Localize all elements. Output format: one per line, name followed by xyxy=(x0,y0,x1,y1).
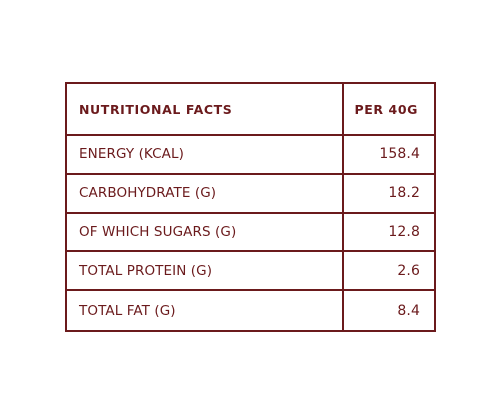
row-label: TOTAL FAT (G) xyxy=(67,291,344,330)
header-serving-size: PER 40G xyxy=(344,84,434,136)
row-label: OF WHICH SUGARS (G) xyxy=(67,213,344,253)
row-value: 18.2 xyxy=(344,175,434,214)
row-label: TOTAL PROTEIN (G) xyxy=(67,252,344,292)
row-label: ENERGY (KCAL) xyxy=(67,136,344,175)
nutrition-facts-table: NUTRITIONAL FACTS PER 40G ENERGY (KCAL) … xyxy=(65,82,436,332)
header-label: NUTRITIONAL FACTS xyxy=(67,84,344,136)
row-value: 8.4 xyxy=(397,302,420,319)
row-label: CARBOHYDRATE (G) xyxy=(67,174,344,214)
row-value: 2.6 xyxy=(344,252,434,292)
row-value: 158.4 xyxy=(344,136,434,175)
row-value: 12.8 xyxy=(344,214,434,253)
